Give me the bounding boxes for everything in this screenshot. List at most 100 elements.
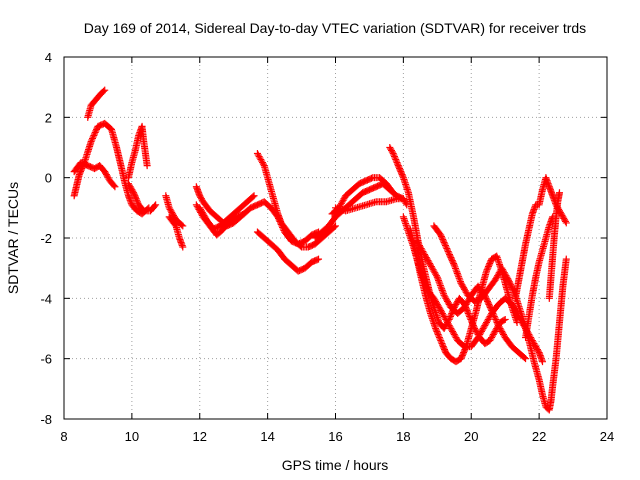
data-point bbox=[442, 294, 450, 302]
data-point bbox=[446, 252, 454, 260]
data-point bbox=[337, 199, 345, 207]
data-point bbox=[505, 276, 513, 284]
data-point bbox=[398, 171, 406, 179]
data-point bbox=[483, 296, 491, 304]
data-point bbox=[435, 277, 443, 285]
data-point bbox=[434, 329, 442, 337]
data-point bbox=[440, 344, 448, 352]
data-point bbox=[192, 201, 200, 209]
data-point bbox=[440, 239, 448, 247]
data-point bbox=[254, 151, 262, 159]
data-point bbox=[438, 234, 446, 242]
data-point bbox=[490, 312, 498, 320]
data-point bbox=[201, 213, 209, 221]
data-point bbox=[453, 269, 461, 277]
series-track-w bbox=[545, 189, 563, 302]
data-point bbox=[133, 198, 141, 206]
data-point bbox=[239, 210, 247, 218]
data-point bbox=[433, 273, 441, 281]
data-point bbox=[443, 296, 451, 304]
data-point bbox=[259, 159, 267, 167]
data-point bbox=[520, 354, 528, 362]
data-point bbox=[475, 332, 483, 340]
data-point bbox=[456, 276, 464, 284]
y-tick-label: -2 bbox=[40, 231, 52, 246]
data-point bbox=[393, 159, 401, 167]
data-point bbox=[507, 282, 515, 290]
data-point bbox=[477, 328, 485, 336]
data-point bbox=[437, 232, 445, 240]
data-point bbox=[443, 245, 451, 253]
data-point bbox=[125, 181, 133, 189]
data-point bbox=[430, 294, 438, 302]
data-point bbox=[493, 273, 501, 281]
data-point bbox=[436, 281, 444, 289]
data-point bbox=[484, 297, 492, 305]
data-point bbox=[491, 328, 499, 336]
data-point bbox=[390, 151, 398, 159]
data-point bbox=[444, 320, 452, 328]
y-tick-label: 0 bbox=[45, 171, 52, 186]
data-point bbox=[253, 150, 261, 158]
data-point bbox=[419, 248, 427, 256]
data-point bbox=[506, 279, 514, 287]
data-point bbox=[439, 343, 447, 351]
data-point bbox=[152, 201, 160, 209]
data-point bbox=[387, 145, 395, 153]
data-point bbox=[132, 195, 140, 203]
series-track-b bbox=[70, 159, 119, 191]
data-point bbox=[420, 249, 428, 257]
data-point bbox=[131, 192, 139, 200]
data-point bbox=[437, 283, 445, 291]
data-point bbox=[432, 270, 440, 278]
data-point bbox=[443, 318, 451, 326]
data-point bbox=[129, 187, 137, 195]
data-point bbox=[449, 328, 457, 336]
series-track-t bbox=[430, 222, 570, 414]
series-track-e bbox=[124, 180, 160, 215]
data-point bbox=[460, 347, 468, 355]
data-point bbox=[462, 300, 470, 308]
data-point bbox=[497, 326, 505, 334]
data-point bbox=[258, 157, 266, 165]
data-point bbox=[91, 128, 99, 136]
data-point bbox=[126, 183, 134, 191]
data-point bbox=[199, 210, 207, 218]
data-point bbox=[461, 346, 469, 354]
data-point bbox=[439, 341, 447, 349]
data-point bbox=[509, 285, 517, 293]
data-point bbox=[130, 189, 138, 197]
data-point bbox=[501, 315, 509, 323]
data-point bbox=[449, 329, 457, 337]
data-point bbox=[130, 190, 138, 198]
data-point bbox=[415, 242, 423, 250]
x-tick-label: 22 bbox=[532, 429, 546, 444]
data-point bbox=[487, 335, 495, 343]
data-point bbox=[438, 309, 446, 317]
data-point bbox=[494, 321, 502, 329]
y-tick-label: 2 bbox=[45, 110, 52, 125]
data-point bbox=[437, 337, 445, 345]
series-track-c bbox=[84, 86, 109, 121]
series-track-d bbox=[124, 122, 151, 182]
data-point bbox=[93, 125, 101, 133]
data-point bbox=[89, 133, 97, 141]
data-point bbox=[432, 297, 440, 305]
data-point bbox=[494, 272, 502, 280]
x-tick-label: 16 bbox=[328, 429, 342, 444]
data-point bbox=[444, 248, 452, 256]
series-track-f bbox=[165, 213, 187, 251]
data-point bbox=[197, 207, 205, 215]
x-tick-label: 8 bbox=[60, 429, 67, 444]
series-track-r bbox=[406, 225, 521, 366]
series-track-o bbox=[332, 195, 407, 215]
data-point bbox=[338, 198, 346, 206]
data-point bbox=[196, 192, 204, 200]
data-point bbox=[110, 182, 118, 190]
data-point bbox=[445, 249, 453, 257]
data-point bbox=[474, 334, 482, 342]
data-point bbox=[480, 323, 488, 331]
data-point bbox=[490, 311, 498, 319]
data-point bbox=[124, 180, 132, 188]
data-point bbox=[484, 315, 492, 323]
